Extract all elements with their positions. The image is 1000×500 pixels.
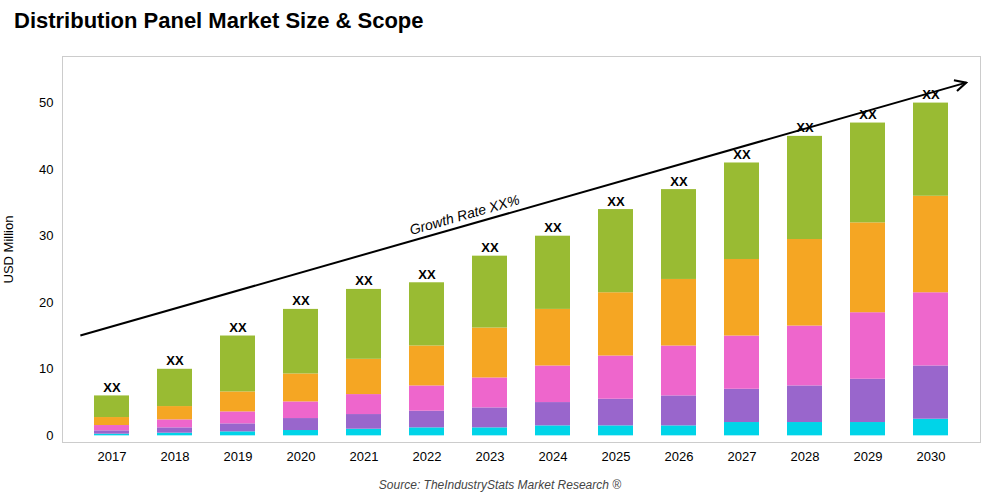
svg-text:40: 40	[39, 162, 53, 177]
svg-text:XX: XX	[103, 380, 121, 395]
svg-text:XX: XX	[481, 240, 499, 255]
svg-text:XX: XX	[859, 107, 877, 123]
svg-text:50: 50	[39, 95, 53, 110]
svg-text:XX: XX	[607, 194, 625, 209]
svg-text:USD Million: USD Million	[1, 216, 16, 284]
svg-text:30: 30	[39, 228, 53, 243]
svg-text:2017: 2017	[98, 449, 127, 464]
svg-text:XX: XX	[418, 267, 436, 282]
svg-text:2027: 2027	[728, 449, 757, 464]
svg-text:2026: 2026	[665, 449, 694, 464]
svg-text:XX: XX	[292, 293, 310, 308]
svg-text:XX: XX	[796, 120, 814, 136]
svg-text:XX: XX	[922, 87, 940, 103]
svg-text:2022: 2022	[413, 449, 442, 464]
svg-text:Growth Rate XX%: Growth Rate XX%	[408, 191, 522, 238]
svg-text:2023: 2023	[476, 449, 505, 464]
svg-text:2019: 2019	[224, 449, 253, 464]
svg-text:2024: 2024	[539, 449, 568, 464]
svg-text:XX: XX	[166, 353, 184, 368]
svg-text:XX: XX	[670, 174, 688, 189]
svg-text:20: 20	[39, 295, 53, 310]
svg-text:2028: 2028	[791, 449, 820, 464]
html-text:Source: TheIndustryStats Marke: Source: TheIndustryStats Market Research…	[378, 478, 622, 492]
svg-text:XX: XX	[544, 220, 562, 235]
svg-text:XX: XX	[229, 320, 247, 335]
html-text:Distribution Panel Market Size: Distribution Panel Market Size & Scope	[14, 8, 424, 33]
svg-text:0: 0	[46, 428, 53, 443]
svg-text:XX: XX	[355, 273, 373, 288]
svg-text:10: 10	[39, 361, 53, 376]
svg-text:2018: 2018	[161, 449, 190, 464]
svg-text:2025: 2025	[602, 449, 631, 464]
svg-text:2030: 2030	[917, 449, 946, 464]
svg-text:2020: 2020	[287, 449, 316, 464]
svg-text:XX: XX	[733, 147, 751, 162]
svg-text:2029: 2029	[854, 449, 883, 464]
svg-text:2021: 2021	[350, 449, 379, 464]
